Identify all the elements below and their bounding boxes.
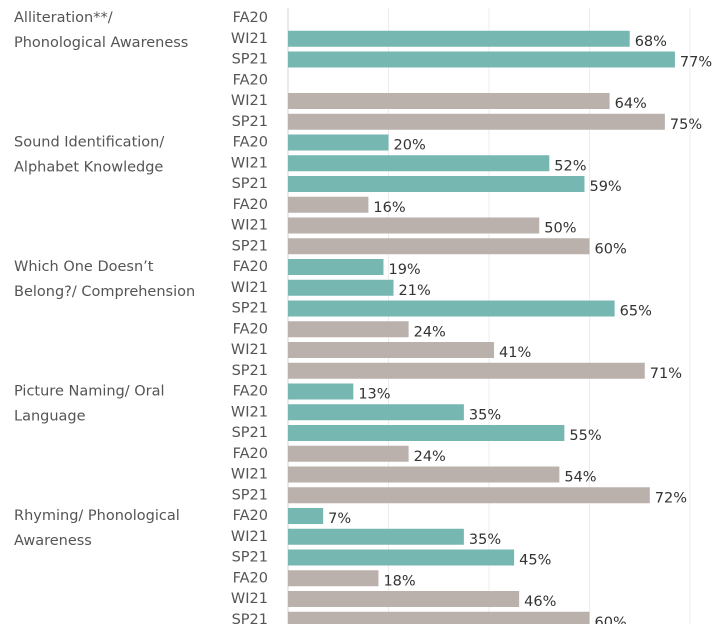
bar <box>288 321 409 338</box>
row-label: WI21 <box>231 280 268 296</box>
row-label: WI21 <box>231 342 268 358</box>
row-label: FA20 <box>233 197 268 213</box>
group-label: Alliteration**/ <box>14 10 113 26</box>
value-label: 35% <box>469 532 501 548</box>
value-label: 20% <box>394 138 426 154</box>
bar <box>288 217 540 234</box>
bar <box>288 466 560 483</box>
value-label: 55% <box>569 428 601 444</box>
value-label: 71% <box>650 366 682 382</box>
bar <box>288 300 615 317</box>
value-label: 50% <box>544 221 576 237</box>
value-label: 24% <box>414 449 446 465</box>
value-label: 13% <box>358 387 390 403</box>
bar <box>288 487 650 504</box>
bar <box>288 30 630 47</box>
row-label: WI21 <box>231 404 268 420</box>
row-label: WI21 <box>231 93 268 109</box>
bar <box>288 279 394 296</box>
group-label: Phonological Awareness <box>14 35 188 51</box>
value-label: 60% <box>595 615 627 624</box>
bar <box>288 155 550 172</box>
group-label: Rhyming/ Phonological <box>14 508 180 524</box>
value-label: 75% <box>670 117 702 133</box>
row-label: SP21 <box>232 487 268 503</box>
bar <box>288 508 324 524</box>
value-label: 68% <box>635 34 667 50</box>
row-label: FA20 <box>233 570 268 586</box>
value-label: 54% <box>564 470 596 486</box>
value-label: 16% <box>373 200 405 216</box>
bar <box>288 51 675 68</box>
value-label: 7% <box>328 511 351 527</box>
value-label: 21% <box>399 283 431 299</box>
row-label: WI21 <box>231 467 268 483</box>
value-label: 52% <box>554 158 586 174</box>
row-label: SP21 <box>232 176 268 192</box>
value-label: 59% <box>589 179 621 195</box>
row-label: FA20 <box>233 508 268 524</box>
bar <box>288 404 464 421</box>
row-label: WI21 <box>231 218 268 234</box>
bar <box>288 570 379 587</box>
row-label: WI21 <box>231 31 268 47</box>
value-label: 77% <box>680 55 712 71</box>
row-label: FA20 <box>233 135 268 151</box>
row-label: WI21 <box>231 591 268 607</box>
bar <box>288 591 520 607</box>
bar <box>288 196 369 213</box>
bar <box>288 549 515 566</box>
row-label: SP21 <box>232 52 268 68</box>
row-label: FA20 <box>233 384 268 400</box>
bar <box>288 238 590 255</box>
bar <box>288 176 585 192</box>
value-label: 45% <box>519 553 551 569</box>
row-label: WI21 <box>231 529 268 545</box>
value-label: 19% <box>388 262 420 278</box>
value-label: 35% <box>469 407 501 423</box>
group-label: Picture Naming/ Oral <box>14 384 165 400</box>
group-label: Sound Identification/ <box>14 135 164 151</box>
row-label: FA20 <box>233 72 268 88</box>
row-label: SP21 <box>232 301 268 317</box>
group-label: Alphabet Knowledge <box>14 160 163 176</box>
row-label: SP21 <box>232 550 268 566</box>
row-label: SP21 <box>232 363 268 379</box>
value-label: 24% <box>414 324 446 340</box>
value-label: 46% <box>524 594 556 610</box>
group-label: Awareness <box>14 533 92 549</box>
row-label: SP21 <box>232 238 268 254</box>
value-label: 72% <box>655 490 687 506</box>
bar <box>288 93 610 109</box>
row-label: FA20 <box>233 321 268 337</box>
bar <box>288 259 384 275</box>
group-label: Language <box>14 409 86 425</box>
bar <box>288 445 409 462</box>
bar <box>288 611 590 624</box>
group-label: Which One Doesn’t <box>14 259 154 275</box>
bar <box>288 113 665 130</box>
value-label: 18% <box>383 573 415 589</box>
bar <box>288 383 354 400</box>
bar <box>288 134 389 151</box>
value-label: 65% <box>620 304 652 320</box>
row-label: WI21 <box>231 155 268 171</box>
row-label: FA20 <box>233 10 268 26</box>
value-label: 64% <box>615 96 647 112</box>
row-label: SP21 <box>232 612 268 624</box>
bar <box>288 362 645 379</box>
row-label: SP21 <box>232 425 268 441</box>
row-label: FA20 <box>233 259 268 275</box>
group-label: Belong?/ Comprehension <box>14 284 195 300</box>
row-label: FA20 <box>233 446 268 462</box>
bar <box>288 342 495 358</box>
bar <box>288 528 464 545</box>
row-label: SP21 <box>232 114 268 130</box>
bar <box>288 425 565 441</box>
value-label: 41% <box>499 345 531 361</box>
value-label: 60% <box>595 241 627 257</box>
